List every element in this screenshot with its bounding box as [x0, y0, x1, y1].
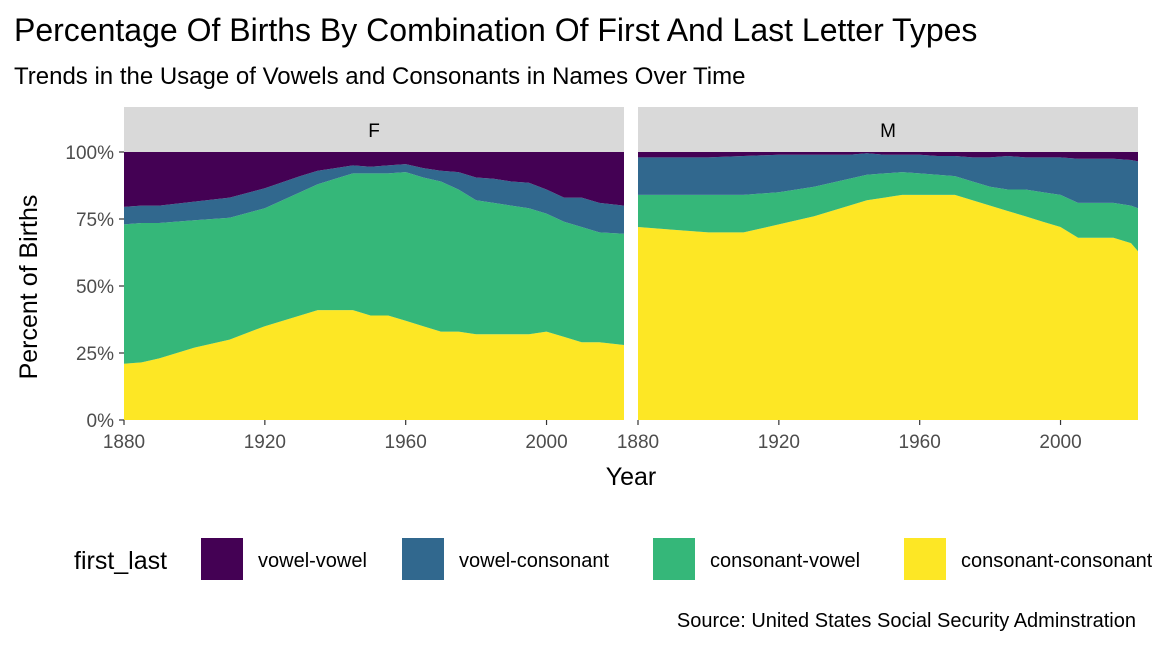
x-tick-label: 1920 [758, 432, 800, 453]
strip-f-label: F [368, 121, 380, 142]
x-tick-label: 1960 [385, 432, 427, 453]
x-tick-label: 1880 [617, 432, 659, 453]
x-tick-label: 1960 [899, 432, 941, 453]
y-axis: 0% 25% 50% 75% 100% [65, 143, 124, 432]
legend-key-consonant-vowel [653, 538, 695, 580]
panel-m-areas [638, 152, 1138, 420]
legend-title: first_last [74, 547, 167, 575]
y-tick-label: 75% [76, 210, 114, 231]
legend-label-consonant-consonant: consonant-consonant [961, 550, 1152, 572]
legend-label-vowel-consonant: vowel-consonant [459, 550, 610, 572]
legend-key-consonant-consonant [904, 538, 946, 580]
x-axis-title: Year [606, 463, 657, 491]
y-tick-label: 0% [87, 411, 115, 432]
legend-label-vowel-vowel: vowel-vowel [258, 550, 367, 572]
panel-m: M [638, 107, 1138, 420]
legend-key-vowel-vowel [201, 538, 243, 580]
y-tick-label: 100% [65, 143, 114, 164]
y-tick-label: 50% [76, 277, 114, 298]
x-tick-label: 2000 [525, 432, 567, 453]
chart-subtitle: Trends in the Usage of Vowels and Conson… [14, 63, 745, 90]
strip-m-label: M [880, 121, 896, 142]
x-tick-label: 1880 [103, 432, 145, 453]
caption: Source: United States Social Security Ad… [677, 610, 1136, 632]
x-tick-label: 2000 [1039, 432, 1081, 453]
x-tick-label: 1920 [244, 432, 286, 453]
legend: first_last vowel-vowel vowel-consonant con… [74, 538, 1152, 580]
y-tick-label: 25% [76, 344, 114, 365]
x-axes: 1880 1920 1960 2000 1880 1920 1960 2000 [103, 420, 1082, 453]
legend-key-vowel-consonant [402, 538, 444, 580]
y-axis-title: Percent of Births [15, 195, 43, 380]
legend-label-consonant-vowel: consonant-vowel [710, 550, 860, 572]
panel-f-areas [124, 152, 624, 420]
panel-f: F [124, 107, 624, 420]
chart-title: Percentage Of Births By Combination Of F… [14, 12, 977, 48]
